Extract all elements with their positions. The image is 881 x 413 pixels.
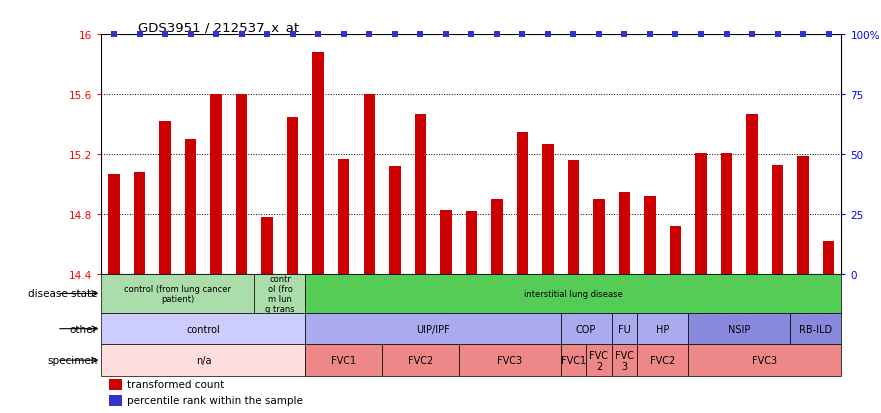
Bar bbox=[101, 313, 306, 344]
Bar bbox=[670, 226, 681, 274]
Bar bbox=[797, 156, 809, 274]
Text: COP: COP bbox=[576, 324, 596, 334]
Bar bbox=[415, 114, 426, 274]
Bar bbox=[790, 313, 841, 344]
Bar bbox=[516, 132, 528, 274]
Bar bbox=[287, 117, 299, 274]
Bar bbox=[313, 53, 324, 274]
Bar bbox=[644, 197, 655, 274]
Text: percentile rank within the sample: percentile rank within the sample bbox=[127, 395, 303, 405]
Bar bbox=[306, 313, 560, 344]
Bar bbox=[262, 218, 273, 274]
Bar bbox=[338, 159, 350, 274]
Text: other: other bbox=[70, 324, 98, 334]
Text: UIP/IPF: UIP/IPF bbox=[416, 324, 450, 334]
Bar bbox=[306, 344, 382, 376]
Bar bbox=[491, 199, 502, 274]
Bar bbox=[255, 274, 306, 313]
Bar bbox=[101, 274, 255, 313]
Bar bbox=[618, 192, 630, 274]
Bar bbox=[593, 199, 604, 274]
Bar bbox=[637, 344, 688, 376]
Bar bbox=[389, 167, 401, 274]
Bar bbox=[108, 395, 122, 406]
Bar bbox=[542, 144, 553, 274]
Bar bbox=[134, 173, 145, 274]
Bar bbox=[108, 379, 122, 390]
Text: HP: HP bbox=[656, 324, 670, 334]
Bar bbox=[560, 313, 611, 344]
Text: contr
ol (fro
m lun
g trans: contr ol (fro m lun g trans bbox=[265, 275, 295, 313]
Bar bbox=[440, 210, 452, 274]
Text: FVC1: FVC1 bbox=[561, 355, 586, 365]
Bar bbox=[586, 344, 611, 376]
Bar bbox=[746, 114, 758, 274]
Text: NSIP: NSIP bbox=[728, 324, 751, 334]
Bar bbox=[185, 140, 196, 274]
Bar bbox=[465, 211, 478, 274]
Bar bbox=[772, 165, 783, 274]
Text: specimen: specimen bbox=[48, 355, 98, 365]
Text: GDS3951 / 212537_x_at: GDS3951 / 212537_x_at bbox=[138, 21, 300, 34]
Text: transformed count: transformed count bbox=[127, 380, 225, 389]
Text: FVC3: FVC3 bbox=[497, 355, 522, 365]
Text: FVC2: FVC2 bbox=[408, 355, 433, 365]
Bar bbox=[560, 344, 586, 376]
Bar bbox=[101, 344, 306, 376]
Bar bbox=[695, 153, 707, 274]
Text: interstitial lung disease: interstitial lung disease bbox=[524, 289, 623, 298]
Bar bbox=[567, 161, 579, 274]
Bar bbox=[721, 153, 732, 274]
Bar bbox=[611, 344, 637, 376]
Text: RB-ILD: RB-ILD bbox=[799, 324, 833, 334]
Text: FVC2: FVC2 bbox=[650, 355, 676, 365]
Bar bbox=[688, 344, 841, 376]
Bar bbox=[211, 95, 222, 274]
Bar bbox=[611, 313, 637, 344]
Text: FVC
2: FVC 2 bbox=[589, 350, 609, 370]
Text: control (from lung cancer
patient): control (from lung cancer patient) bbox=[124, 285, 232, 303]
Bar bbox=[306, 274, 841, 313]
Bar bbox=[823, 242, 834, 274]
Text: FVC3: FVC3 bbox=[752, 355, 777, 365]
Bar bbox=[688, 313, 790, 344]
Bar bbox=[364, 95, 375, 274]
Bar bbox=[637, 313, 688, 344]
Bar bbox=[108, 174, 120, 274]
Bar bbox=[236, 95, 248, 274]
Bar bbox=[159, 122, 171, 274]
Text: FU: FU bbox=[618, 324, 631, 334]
Text: control: control bbox=[187, 324, 220, 334]
Text: disease state: disease state bbox=[28, 289, 98, 299]
Bar bbox=[459, 344, 560, 376]
Text: FVC
3: FVC 3 bbox=[615, 350, 634, 370]
Text: n/a: n/a bbox=[196, 355, 211, 365]
Bar bbox=[382, 344, 459, 376]
Text: FVC1: FVC1 bbox=[331, 355, 356, 365]
